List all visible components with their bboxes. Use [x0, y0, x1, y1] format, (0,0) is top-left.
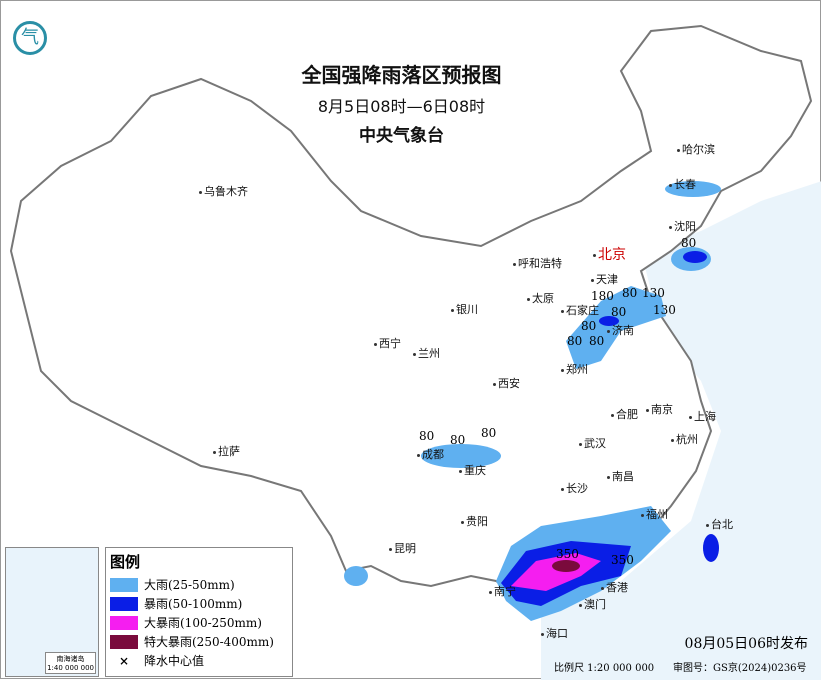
south-china-sea-inset: 南海诸岛 1:40 000 000: [5, 547, 99, 677]
rain-extreme-south: [552, 560, 580, 572]
rain-downpour-south: [511, 553, 601, 591]
city-label: 天津: [591, 273, 618, 286]
legend-label: 大暴雨(100-250mm): [144, 616, 262, 630]
rain-center-value: 80: [419, 429, 435, 443]
city-label: 石家庄: [561, 304, 599, 317]
legend-title: 图例: [110, 553, 141, 571]
cross-icon: ×: [118, 653, 130, 668]
rain-center-value: 80: [611, 305, 627, 319]
city-label: 昆明: [389, 542, 416, 555]
forecast-period: 8月5日08时—6日08时: [317, 97, 486, 116]
rain-center-value: 350: [611, 553, 634, 567]
legend-label: 特大暴雨(250-400mm): [144, 635, 274, 649]
city-label: 福州: [641, 508, 668, 521]
cma-logo: 气: [13, 21, 47, 55]
legend-item-rainstorm: 暴雨(50-100mm): [110, 594, 292, 613]
rain-center-value: 180: [591, 289, 614, 303]
rain-center-value: 80: [622, 286, 638, 300]
approval-number: 审图号：GS京(2024)0236号: [673, 663, 807, 674]
inset-scale: 1:40 000 000: [47, 664, 94, 672]
city-label: 杭州: [671, 433, 698, 446]
city-label: 北京: [593, 247, 626, 263]
legend-swatch: [110, 577, 138, 592]
legend-label: 暴雨(50-100mm): [144, 597, 243, 611]
city-label: 呼和浩特: [513, 257, 562, 270]
city-label: 长春: [669, 178, 696, 191]
sea-area: [541, 181, 821, 680]
city-label: 武汉: [579, 437, 606, 450]
legend-item-rain-center: × 降水中心值: [110, 651, 292, 670]
rain-center-value: 80: [481, 426, 497, 440]
legend-swatch: [110, 615, 138, 630]
city-label: 拉萨: [213, 445, 240, 458]
legend-label: 降水中心值: [144, 654, 205, 668]
city-label: 济南: [607, 324, 634, 337]
legend-swatch: [110, 634, 138, 649]
inset-label: 南海诸岛: [56, 655, 85, 663]
city-label: 太原: [527, 292, 554, 305]
city-label: 南昌: [607, 470, 634, 483]
city-label: 兰州: [413, 347, 440, 360]
city-label: 上海: [689, 410, 716, 423]
map-title: 全国强降雨落区预报图: [301, 63, 502, 87]
issuer: 中央气象台: [359, 126, 444, 146]
city-label: 银川: [451, 303, 478, 316]
city-label: 长沙: [561, 482, 588, 495]
city-label: 南宁: [489, 585, 516, 598]
rain-center-value: 80: [681, 236, 697, 250]
legend-label: 大雨(25-50mm): [144, 578, 235, 592]
legend-swatch: [110, 596, 138, 611]
issue-time: 08月05日06时发布: [684, 636, 808, 652]
rain-center-value: 80: [581, 319, 597, 333]
city-label: 香港: [601, 581, 628, 594]
city-label: 哈尔滨: [677, 143, 715, 156]
legend: 图例 大雨(25-50mm) 暴雨(50-100mm) 大暴雨(100-250m…: [105, 547, 293, 677]
city-label: 澳门: [579, 598, 606, 611]
city-label: 台北: [706, 518, 733, 531]
legend-item-extreme-rainstorm: 特大暴雨(250-400mm): [110, 632, 292, 651]
rain-center-value: 80: [450, 433, 466, 447]
rain-center-value: 80: [567, 334, 583, 348]
rain-storm-taiwan: [703, 534, 719, 562]
city-label: 成都: [417, 448, 444, 461]
legend-item-heavy-rainstorm: 大暴雨(100-250mm): [110, 613, 292, 632]
city-label: 西安: [493, 377, 520, 390]
city-label: 沈阳: [669, 220, 696, 233]
city-label: 郑州: [561, 363, 588, 376]
city-label: 重庆: [459, 464, 486, 477]
rain-center-value: 80: [589, 334, 605, 348]
city-label: 乌鲁木齐: [199, 185, 248, 198]
rain-center-value: 130: [642, 286, 665, 300]
city-label: 西宁: [374, 337, 401, 350]
city-label: 南京: [646, 403, 673, 416]
city-label: 贵阳: [461, 515, 488, 528]
rain-center-value: 350: [556, 547, 579, 561]
map-scale: 比例尺 1:20 000 000: [554, 663, 655, 674]
city-label: 合肥: [611, 408, 638, 421]
legend-item-heavy-rain: 大雨(25-50mm): [110, 575, 292, 594]
rain-center-value: 130: [653, 303, 676, 317]
city-label: 海口: [541, 627, 568, 640]
rain-storm-liaoning: [683, 251, 707, 263]
inset-caption: 南海诸岛 1:40 000 000: [45, 652, 96, 674]
rain-heavy-yunnan: [344, 566, 368, 586]
